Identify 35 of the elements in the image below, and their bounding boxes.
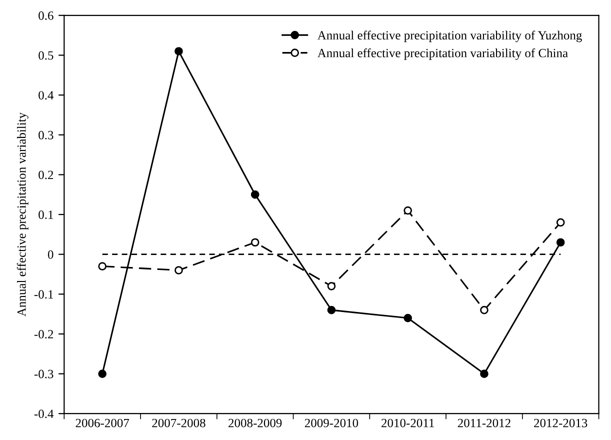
x-tick-label: 2006-2007 bbox=[76, 418, 130, 428]
point bbox=[404, 314, 412, 322]
y-tick-label: 0.4 bbox=[38, 91, 54, 100]
y-tick-label: 0 bbox=[48, 250, 54, 259]
point bbox=[556, 218, 565, 227]
x-tick-label: 2008-2009 bbox=[228, 418, 282, 428]
y-tick-label: -0.3 bbox=[34, 370, 54, 378]
point bbox=[250, 238, 260, 247]
y-tick-label: -0.1 bbox=[34, 290, 53, 299]
point bbox=[98, 262, 107, 270]
y-axis-title: Annual effective precipitation variability bbox=[16, 112, 28, 316]
legend-label: Annual effective precipitation variability of Yuzhong bbox=[317, 30, 582, 42]
point bbox=[480, 370, 488, 378]
y-tick-label: -0.4 bbox=[34, 410, 54, 418]
y-tick-label: 0.1 bbox=[38, 210, 53, 220]
y-tick-label: 0.6 bbox=[38, 11, 54, 20]
x-tick-label: 2010-2011 bbox=[382, 418, 434, 428]
point bbox=[174, 47, 183, 56]
point bbox=[174, 266, 183, 274]
x-tick-label: 2009-2010 bbox=[304, 418, 358, 428]
y-tick-label: 0.5 bbox=[38, 51, 54, 60]
point bbox=[480, 306, 488, 314]
x-tick-label: 2007-2008 bbox=[152, 418, 206, 428]
x-tick-label: 2011-2012 bbox=[458, 418, 510, 428]
point bbox=[404, 206, 412, 215]
point bbox=[556, 238, 565, 247]
y-tick-label: 0.3 bbox=[38, 130, 54, 140]
y-tick-label: -0.2 bbox=[34, 330, 54, 338]
y-tick-label: 0.2 bbox=[38, 170, 54, 180]
point bbox=[327, 306, 336, 314]
point bbox=[98, 370, 107, 378]
x-tick-label: 2012-2013 bbox=[534, 418, 588, 428]
point bbox=[327, 282, 336, 290]
legend-label: Annual effective precipitation variability of China bbox=[317, 48, 568, 60]
point bbox=[250, 190, 260, 199]
